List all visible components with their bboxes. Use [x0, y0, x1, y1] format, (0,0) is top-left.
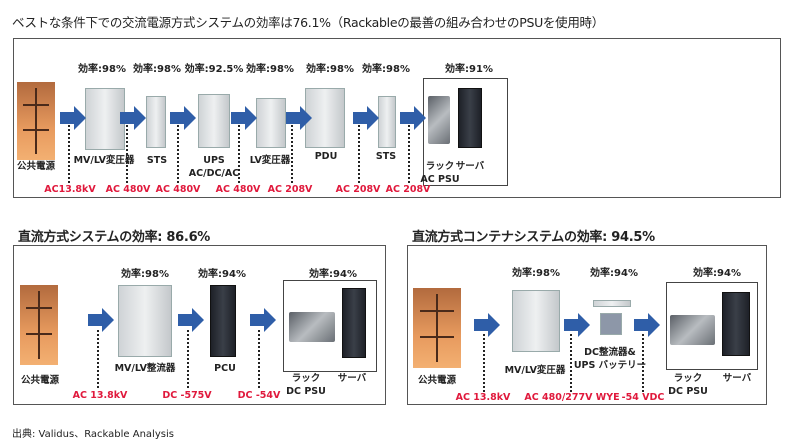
voltage-label: AC13.8kV — [44, 184, 96, 195]
efficiency-label: 効率:94% — [309, 269, 357, 280]
ups-image — [198, 94, 230, 148]
dc-psu-image — [289, 312, 335, 342]
lv-transformer-image — [256, 98, 286, 148]
source-label: 公共電源 — [16, 161, 56, 172]
stage-label: MV/LV変圧器 — [504, 365, 566, 376]
voltage-label: AC 13.8kV — [72, 390, 128, 401]
source-label: 公共電源 — [20, 375, 60, 386]
voltage-label: AC 208V — [267, 184, 313, 195]
efficiency-label: 効率:94% — [693, 268, 741, 279]
server-label: サーバ — [722, 373, 752, 384]
source-label: 公共電源 — [417, 375, 457, 386]
stage-label: MV/LV変圧器 — [73, 155, 135, 166]
flow-arrow — [286, 106, 312, 130]
flow-arrow — [634, 313, 660, 337]
voltage-label: AC 13.8kV — [455, 392, 511, 403]
dc-system-heading: 直流方式システムの効率: 86.6% — [18, 230, 211, 245]
mv-lv-rectifier-image — [118, 285, 172, 357]
flow-arrow — [178, 308, 204, 332]
server-image — [342, 288, 366, 358]
stage-label: DC整流器& UPS バッテリー — [573, 347, 647, 371]
dotted-line — [258, 330, 260, 388]
voltage-label: AC 480V — [155, 184, 201, 195]
flow-arrow — [60, 106, 86, 130]
stage-label: PDU — [314, 151, 338, 162]
server-label: サーバ — [337, 373, 367, 384]
voltage-label: DC -54V — [237, 390, 281, 401]
flow-arrow — [231, 106, 257, 130]
psu-label: ラック AC PSU — [420, 161, 460, 185]
sts-image — [378, 96, 396, 148]
flow-arrow — [564, 313, 590, 337]
dotted-line — [126, 125, 128, 183]
dc-container-heading: 直流方式コンテナシステムの効率: 94.5% — [412, 230, 655, 245]
power-tower-image — [413, 288, 461, 368]
efficiency-label: 効率:98% — [246, 64, 294, 75]
page-title: ベストな条件下での交流電源方式システムの効率は76.1%（Rackableの最善… — [12, 15, 604, 30]
psu-label: ラック DC PSU — [668, 373, 708, 397]
stage-label: LV変圧器 — [249, 155, 291, 166]
flow-arrow — [353, 106, 379, 130]
efficiency-label: 効率:92.5% — [184, 64, 244, 75]
sts-image — [146, 96, 166, 148]
dotted-line — [68, 125, 70, 183]
server-image — [722, 292, 750, 356]
dotted-line — [187, 330, 189, 388]
dotted-line — [238, 125, 240, 183]
power-tower-image — [20, 285, 58, 365]
mv-lv-transformer-image — [512, 290, 560, 352]
efficiency-label: 効率:98% — [121, 269, 169, 280]
dotted-line — [291, 125, 293, 183]
efficiency-label: 効率:94% — [198, 269, 246, 280]
mv-lv-transformer-image — [85, 88, 125, 150]
stage-label: MV/LV整流器 — [114, 363, 176, 374]
dotted-line — [570, 334, 572, 392]
server-image — [458, 88, 482, 148]
stage-label: PCU — [214, 363, 236, 374]
stage-label: STS — [146, 155, 168, 166]
voltage-label: AC 480/277V WYE — [524, 392, 620, 403]
voltage-label: AC 480V — [215, 184, 261, 195]
ups-battery-image — [600, 313, 622, 335]
dc-psu-image — [670, 315, 715, 345]
flow-arrow — [120, 106, 146, 130]
flow-arrow — [170, 106, 196, 130]
voltage-label: -54 VDC — [621, 392, 665, 403]
dotted-line — [97, 330, 99, 388]
stage-label: STS — [375, 151, 397, 162]
efficiency-label: 効率:91% — [445, 64, 493, 75]
efficiency-label: 効率:94% — [590, 268, 638, 279]
dotted-line — [358, 125, 360, 183]
source-note: 出典: Validus、Rackable Analysis — [12, 429, 174, 440]
dotted-line — [408, 125, 410, 183]
flow-arrow — [474, 313, 500, 337]
voltage-label: AC 208V — [385, 184, 431, 195]
stage-label: UPS AC/DC/AC — [188, 155, 240, 179]
flow-arrow — [250, 308, 276, 332]
dotted-line — [177, 125, 179, 183]
efficiency-label: 効率:98% — [306, 64, 354, 75]
ac-psu-image — [428, 96, 450, 144]
voltage-label: AC 480V — [105, 184, 151, 195]
voltage-label: DC -575V — [162, 390, 212, 401]
dc-rectifier-image — [593, 300, 631, 307]
pcu-image — [210, 285, 236, 357]
power-tower-image — [17, 82, 55, 160]
efficiency-label: 効率:98% — [512, 268, 560, 279]
efficiency-label: 効率:98% — [362, 64, 410, 75]
voltage-label: AC 208V — [335, 184, 381, 195]
efficiency-label: 効率:98% — [133, 64, 181, 75]
dotted-line — [483, 334, 485, 392]
server-label: サーバ — [455, 161, 485, 172]
efficiency-label: 効率:98% — [78, 64, 126, 75]
flow-arrow — [400, 106, 426, 130]
flow-arrow — [88, 308, 114, 332]
psu-label: ラック DC PSU — [286, 373, 326, 397]
dotted-line — [642, 334, 644, 392]
